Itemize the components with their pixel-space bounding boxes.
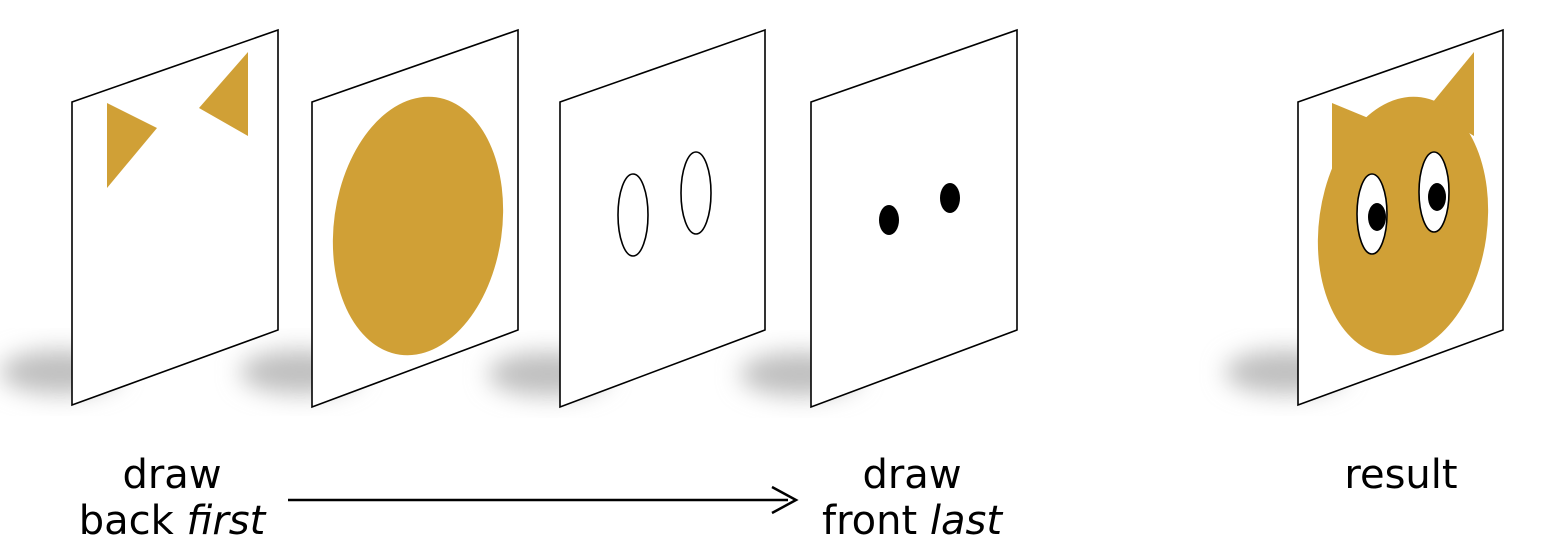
back-text: back <box>78 498 187 544</box>
left-pupil <box>879 205 899 235</box>
result-label: result <box>1344 452 1458 498</box>
result-head <box>1317 96 1489 356</box>
draw-front-last-label: draw front last <box>800 452 1024 544</box>
layer-panel <box>559 28 766 409</box>
result-right-pupil <box>1428 183 1446 211</box>
first-text: first <box>186 498 266 544</box>
left-ear-triangle <box>107 103 157 188</box>
draw-last-line1: draw <box>862 452 962 498</box>
ears-layer <box>71 28 279 407</box>
right-eye-outline <box>680 151 712 235</box>
last-text: last <box>929 498 1003 544</box>
draw-order-arrow <box>288 485 799 515</box>
right-ear-triangle <box>199 52 248 136</box>
pupil-layer <box>810 28 1018 409</box>
front-text: front <box>821 498 930 544</box>
left-eye-outline <box>617 173 649 257</box>
result-layer <box>1297 28 1504 407</box>
result-left-pupil <box>1368 203 1386 231</box>
eye-outline-layer <box>559 28 766 409</box>
head-layer <box>311 28 519 409</box>
head-ellipse <box>332 96 504 356</box>
draw-back-first-label: draw back first <box>60 452 284 544</box>
draw-first-line2: back first <box>60 498 284 544</box>
draw-first-line1: draw <box>122 452 222 498</box>
draw-last-line2: front last <box>800 498 1024 544</box>
right-pupil <box>940 183 960 213</box>
layer-panel <box>810 28 1018 409</box>
